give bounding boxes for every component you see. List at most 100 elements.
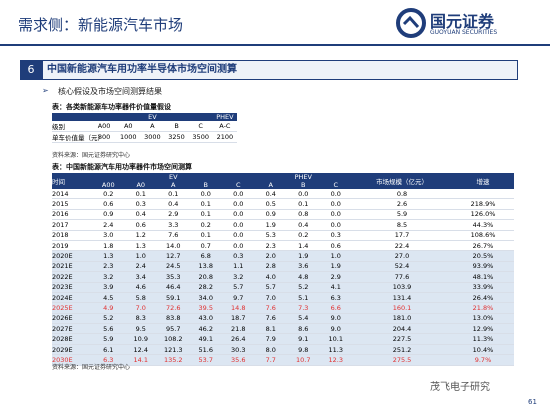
column-header: A00: [92, 181, 125, 189]
section-number: 6: [20, 60, 42, 80]
value-cell: 2.3: [254, 240, 287, 252]
value-cell: 24.5: [157, 261, 190, 273]
size-cell: 27.0: [352, 250, 452, 262]
value-cell: 5.4: [287, 313, 320, 325]
value-cell: 7.6: [157, 230, 190, 241]
logo-subtext: GUOYUAN SECURITIES: [430, 29, 498, 36]
value-cell: 0.4: [124, 209, 157, 221]
value-cell: 2.4: [124, 261, 157, 273]
value-cell: 35.6: [222, 354, 255, 366]
time-cell: 2015: [52, 198, 92, 210]
section-title: 中国新能源汽车用功率半导体市场空间测算: [42, 60, 518, 80]
time-cell: 2025E: [52, 302, 92, 314]
size-cell: 52.4: [352, 261, 452, 273]
level-cell: A-C: [212, 121, 237, 132]
row-label: 级别: [52, 121, 92, 132]
level-cell: A00: [92, 121, 117, 132]
size-cell: 227.5: [352, 333, 452, 345]
value-cell: 2.8: [254, 261, 287, 273]
time-cell: 2026E: [52, 313, 92, 325]
value-cell: 7.9: [254, 333, 287, 345]
value-cell: 6.6: [319, 302, 352, 314]
value-cell: 2.9: [319, 271, 352, 283]
time-cell: 2021E: [52, 261, 92, 273]
size-cell: 17.7: [352, 230, 452, 241]
growth-cell: 26.4%: [452, 292, 514, 304]
value-cell: 8.0: [254, 344, 287, 356]
value-cell: 12.4: [124, 344, 157, 356]
column-header: C: [222, 181, 255, 189]
value-cell: 83.8: [157, 313, 190, 325]
value-cell: 1.8: [92, 240, 125, 252]
growth-cell: 26.7%: [452, 240, 514, 252]
value-cell: 4.5: [92, 292, 125, 304]
table-title: 表：各类新能源车功率器件价值量假设: [52, 103, 171, 111]
size-cell: 275.5: [352, 354, 452, 366]
value-cell: 0.0: [222, 219, 255, 231]
time-cell: 2018: [52, 230, 92, 241]
value-cell: 4.9: [92, 302, 125, 314]
value-cell: 0.6: [124, 219, 157, 231]
value-cell: 3500: [188, 131, 213, 143]
value-cell: 1.0: [124, 250, 157, 262]
value-cell: 0.0: [287, 189, 320, 200]
bullet-text: 核心假设及市场空间测算结果: [58, 87, 162, 96]
value-cell: 0.1: [157, 189, 190, 200]
value-cell: 39.5: [189, 302, 222, 314]
value-cell: 0.6: [319, 240, 352, 252]
value-cell: 0.2: [287, 230, 320, 241]
value-cell: 18.7: [222, 313, 255, 325]
value-cell: 0.0: [222, 189, 255, 200]
value-cell: 1.2: [124, 230, 157, 241]
value-cell: 3.9: [92, 282, 125, 293]
time-cell: 2019: [52, 240, 92, 252]
value-cell: 49.1: [189, 333, 222, 345]
time-cell: 2027E: [52, 323, 92, 335]
column-header: A: [157, 181, 190, 189]
header-cell: 市场规模（亿元）: [352, 173, 452, 189]
size-cell: 103.9: [352, 282, 452, 293]
value-cell: 30.3: [222, 344, 255, 356]
group-header: EV: [92, 173, 255, 181]
value-cell: 0.0: [319, 209, 352, 221]
value-cell: 10.7: [287, 354, 320, 366]
column-header: C: [319, 181, 352, 189]
logo-text: 国元证券: [430, 12, 495, 31]
value-cell: 1.9: [319, 261, 352, 273]
time-cell: 2023E: [52, 282, 92, 293]
value-cell: 7.6: [254, 302, 287, 314]
header-row: EV PHEV: [52, 113, 237, 121]
value-cell: 9.0: [319, 313, 352, 325]
value-cell: 14.1: [124, 354, 157, 366]
value-cell: 0.1: [189, 230, 222, 241]
growth-cell: 108.6%: [452, 230, 514, 241]
value-cell: 6.8: [189, 250, 222, 262]
table-row: 2028E 5.9 10.9 108.2 49.1 26.4 7.9 9.1 10.1 227.5…: [52, 333, 514, 345]
group-header: PHEV: [254, 173, 352, 181]
slide-title: 需求侧：新能源汽车市场: [18, 16, 184, 34]
growth-cell: [452, 189, 514, 200]
header-row: 时间 EV PHEV 市场规模（亿元） 增速: [52, 173, 514, 189]
header-cell: 时间: [52, 173, 92, 189]
logo-mark: [396, 8, 426, 38]
value-cell: 0.4: [157, 198, 190, 210]
value-cell: 6.3: [92, 354, 125, 366]
value-cell: 0.0: [222, 209, 255, 221]
value-cell: 2.3: [92, 261, 125, 273]
value-cell: 3.3: [157, 219, 190, 231]
size-cell: 251.2: [352, 344, 452, 356]
value-cell: 0.0: [222, 198, 255, 210]
time-cell: 2024E: [52, 292, 92, 304]
value-cell: 95.7: [157, 323, 190, 335]
value-cell: 53.7: [189, 354, 222, 366]
value-cell: 4.1: [319, 282, 352, 293]
column-header: A: [254, 181, 287, 189]
table-row: 2030E 6.3 14.1 135.2 53.7 35.6 7.7 10.7 12.3 275.…: [52, 354, 514, 366]
value-cell: 5.3: [254, 230, 287, 241]
value-cell: 1.9: [254, 219, 287, 231]
header-rule: [0, 44, 550, 46]
value-cell: 5.2: [92, 313, 125, 325]
value-cell: 0.0: [319, 189, 352, 200]
value-cell: 0.0: [319, 219, 352, 231]
